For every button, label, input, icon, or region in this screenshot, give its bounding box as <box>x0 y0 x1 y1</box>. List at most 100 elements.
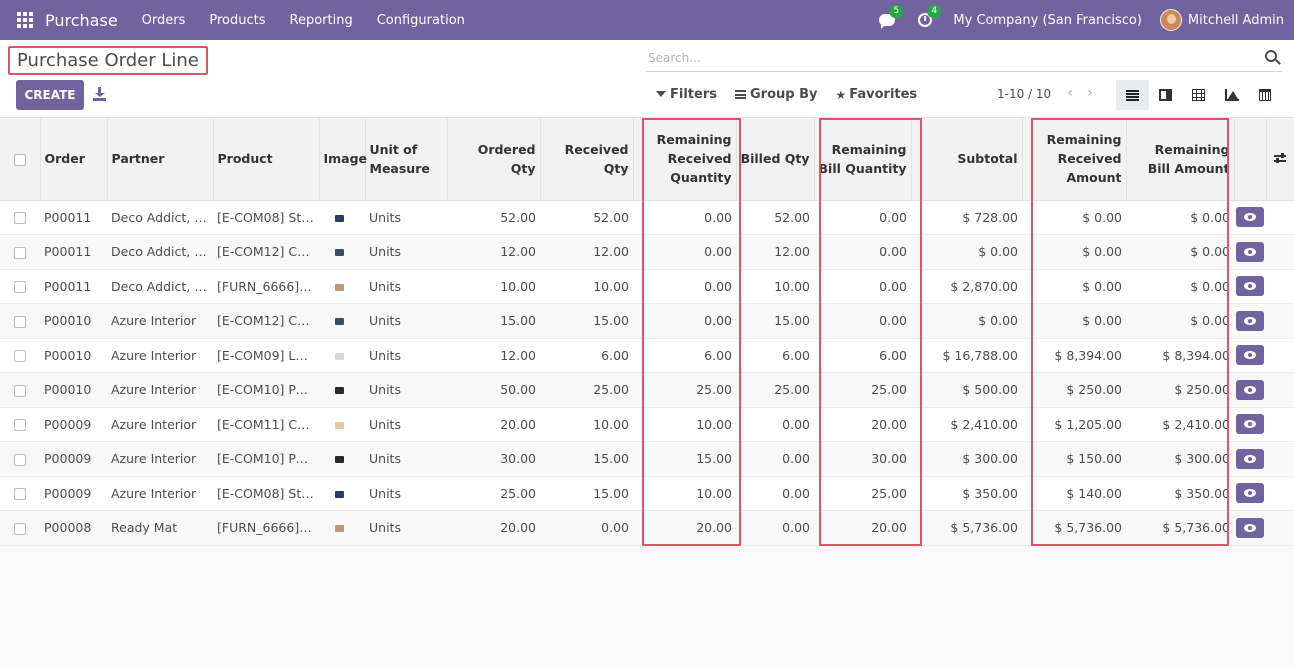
col-partner[interactable]: Partner <box>107 118 214 201</box>
cell-image[interactable] <box>319 441 365 477</box>
cell-ordered-qty[interactable]: 25.00 <box>447 476 540 511</box>
cell-uom[interactable]: Units <box>365 200 447 235</box>
menu-reporting[interactable]: Reporting <box>289 12 353 28</box>
row-select[interactable] <box>0 476 40 511</box>
cell-remaining-received-qty[interactable]: 6.00 <box>633 338 736 373</box>
cell-product[interactable]: [E-COM08] Storage Box <box>213 476 319 511</box>
cell-subtotal[interactable]: $ 300.00 <box>911 441 1022 477</box>
cell-partner[interactable]: Ready Mat <box>107 510 213 546</box>
menu-products[interactable]: Products <box>209 12 266 28</box>
row-checkbox[interactable] <box>14 419 26 432</box>
calendar-view-button[interactable] <box>1248 80 1281 110</box>
cell-remaining-bill-amount[interactable]: $ 8,394.00 <box>1126 338 1234 373</box>
pager-value[interactable]: 1-10 / 10 <box>997 87 1052 101</box>
cell-image[interactable] <box>319 234 365 270</box>
cell-order[interactable]: P00009 <box>40 407 107 442</box>
cell-product[interactable]: [E-COM08] Storage Box <box>213 200 319 235</box>
cell-order[interactable]: P00010 <box>40 338 107 373</box>
cell-ordered-qty[interactable]: 12.00 <box>447 234 540 270</box>
view-button[interactable] <box>1236 379 1264 400</box>
create-button[interactable]: CREATE <box>16 80 84 110</box>
cell-remaining-bill-qty[interactable]: 0.00 <box>814 200 911 235</box>
view-button[interactable] <box>1236 276 1264 297</box>
cell-remaining-received-amount[interactable]: $ 0.00 <box>1022 200 1126 235</box>
cell-product[interactable]: [E-COM12] Conference Chair <box>213 234 319 270</box>
cell-uom[interactable]: Units <box>365 510 447 546</box>
col-remaining-bill-qty[interactable]: Remaining Bill Quantity <box>814 118 912 201</box>
graph-view-button[interactable] <box>1215 80 1248 110</box>
cell-remaining-bill-qty[interactable]: 0.00 <box>814 303 911 339</box>
col-order[interactable]: Order <box>40 118 108 201</box>
cell-billed-qty[interactable]: 0.00 <box>736 476 814 511</box>
view-button[interactable] <box>1236 310 1264 331</box>
cell-subtotal[interactable]: $ 16,788.00 <box>911 338 1022 373</box>
search-input[interactable] <box>646 46 1246 70</box>
row-select[interactable] <box>0 303 40 339</box>
cell-ordered-qty[interactable]: 10.00 <box>447 269 540 304</box>
col-remaining-received-qty[interactable]: Remaining Received Quantity <box>633 118 737 201</box>
row-checkbox[interactable] <box>14 522 26 535</box>
cell-remaining-received-amount[interactable]: $ 150.00 <box>1022 441 1126 477</box>
cell-partner[interactable]: Azure Interior <box>107 407 213 442</box>
cell-received-qty[interactable]: 52.00 <box>540 200 633 235</box>
cell-remaining-bill-qty[interactable]: 25.00 <box>814 476 911 511</box>
cell-billed-qty[interactable]: 0.00 <box>736 510 814 546</box>
cell-image[interactable] <box>319 338 365 373</box>
cell-received-qty[interactable]: 6.00 <box>540 338 633 373</box>
cell-partner[interactable]: Deco Addict, Floyd Steward <box>107 234 213 270</box>
cell-subtotal[interactable]: $ 5,736.00 <box>911 510 1022 546</box>
view-button[interactable] <box>1236 448 1264 469</box>
row-select[interactable] <box>0 338 40 373</box>
cell-uom[interactable]: Units <box>365 338 447 373</box>
cell-product[interactable]: [E-COM10] Pedal Bin <box>213 372 319 408</box>
cell-image[interactable] <box>319 407 365 442</box>
cell-received-qty[interactable]: 10.00 <box>540 269 633 304</box>
cell-remaining-bill-amount[interactable]: $ 0.00 <box>1126 234 1234 270</box>
col-subtotal[interactable]: Subtotal <box>911 118 1023 201</box>
cell-remaining-received-qty[interactable]: 0.00 <box>633 303 736 339</box>
app-name[interactable]: Purchase <box>45 10 118 30</box>
cell-billed-qty[interactable]: 0.00 <box>736 407 814 442</box>
cell-remaining-received-qty[interactable]: 0.00 <box>633 234 736 270</box>
cell-order[interactable]: P00009 <box>40 476 107 511</box>
col-remaining-received-amount[interactable]: Remaining Received Amount <box>1022 118 1127 201</box>
cell-remaining-bill-qty[interactable]: 20.00 <box>814 510 911 546</box>
cell-billed-qty[interactable]: 15.00 <box>736 303 814 339</box>
cell-remaining-received-qty[interactable]: 20.00 <box>633 510 736 546</box>
user-avatar[interactable] <box>1159 9 1182 31</box>
cell-partner[interactable]: Deco Addict, Floyd Steward <box>107 200 213 235</box>
cell-product[interactable]: [FURN_6666] Acoustic Bloc Screens <box>213 510 319 546</box>
cell-ordered-qty[interactable]: 30.00 <box>447 441 540 477</box>
cell-remaining-received-qty[interactable]: 25.00 <box>633 372 736 408</box>
cell-order[interactable]: P00010 <box>40 372 107 408</box>
cell-uom[interactable]: Units <box>365 441 447 477</box>
cell-remaining-bill-amount[interactable]: $ 0.00 <box>1126 303 1234 339</box>
cell-ordered-qty[interactable]: 20.00 <box>447 510 540 546</box>
apps-menu-icon[interactable] <box>17 12 33 28</box>
cell-order[interactable]: P00011 <box>40 269 107 304</box>
cell-remaining-received-amount[interactable]: $ 250.00 <box>1022 372 1126 408</box>
view-button[interactable] <box>1236 345 1264 366</box>
row-checkbox[interactable] <box>14 384 26 397</box>
cell-received-qty[interactable]: 25.00 <box>540 372 633 408</box>
cell-remaining-bill-amount[interactable]: $ 2,410.00 <box>1126 407 1234 442</box>
cell-image[interactable] <box>319 303 365 339</box>
filters-button[interactable]: Filters <box>656 87 717 102</box>
cell-product[interactable]: [E-COM09] Large Desk <box>213 338 319 373</box>
cell-uom[interactable]: Units <box>365 372 447 408</box>
favorites-button[interactable]: ★ Favorites <box>835 87 917 102</box>
cell-remaining-received-qty[interactable]: 10.00 <box>633 476 736 511</box>
group-by-button[interactable]: Group By <box>734 87 817 102</box>
col-product[interactable]: Product <box>213 118 320 201</box>
col-image[interactable]: Image <box>319 118 367 201</box>
optional-columns-toggle[interactable] <box>1266 118 1294 201</box>
user-menu[interactable]: Mitchell Admin <box>1187 12 1284 28</box>
cell-product[interactable]: [E-COM12] Conference Chair <box>213 303 319 339</box>
cell-subtotal[interactable]: $ 0.00 <box>911 303 1022 339</box>
view-button[interactable] <box>1236 241 1264 262</box>
cell-subtotal[interactable]: $ 728.00 <box>911 200 1022 235</box>
view-button[interactable] <box>1236 414 1264 435</box>
